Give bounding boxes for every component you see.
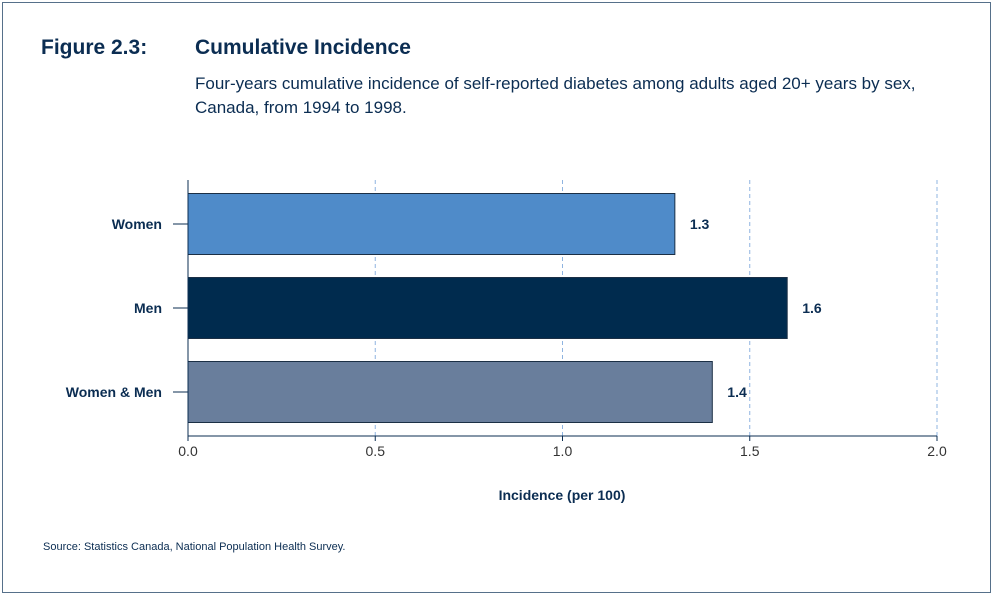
- bar-men: [187, 277, 788, 339]
- figure-subtitle: Four-years cumulative incidence of self-…: [195, 74, 916, 117]
- x-tick-label: 0.5: [366, 443, 386, 459]
- axes: [173, 180, 938, 441]
- x-axis-title: Incidence (per 100): [499, 487, 626, 503]
- source-note: Source: Statistics Canada, National Popu…: [43, 541, 346, 553]
- value-label: 1.6: [802, 300, 822, 316]
- bar-women-men: [187, 361, 713, 423]
- category-label: Women & Men: [66, 384, 162, 400]
- value-label: 1.3: [690, 216, 710, 232]
- figure-title: Cumulative Incidence: [195, 36, 411, 59]
- bars: [187, 193, 788, 423]
- value-label: 1.4: [727, 384, 747, 400]
- x-tick-label: 2.0: [927, 443, 947, 459]
- figure-number: Figure 2.3:: [41, 36, 148, 59]
- x-tick-label: 1.0: [553, 443, 573, 459]
- x-tick-label: 0.0: [178, 443, 198, 459]
- x-tick-label: 1.5: [740, 443, 760, 459]
- category-label: Women: [112, 216, 162, 232]
- category-label: Men: [134, 300, 162, 316]
- labels: 1.3 Women 1.6 Men 1.4 Women & Men 0.0 0.5 1.0 1.5…: [66, 216, 947, 459]
- bar-women: [187, 193, 676, 255]
